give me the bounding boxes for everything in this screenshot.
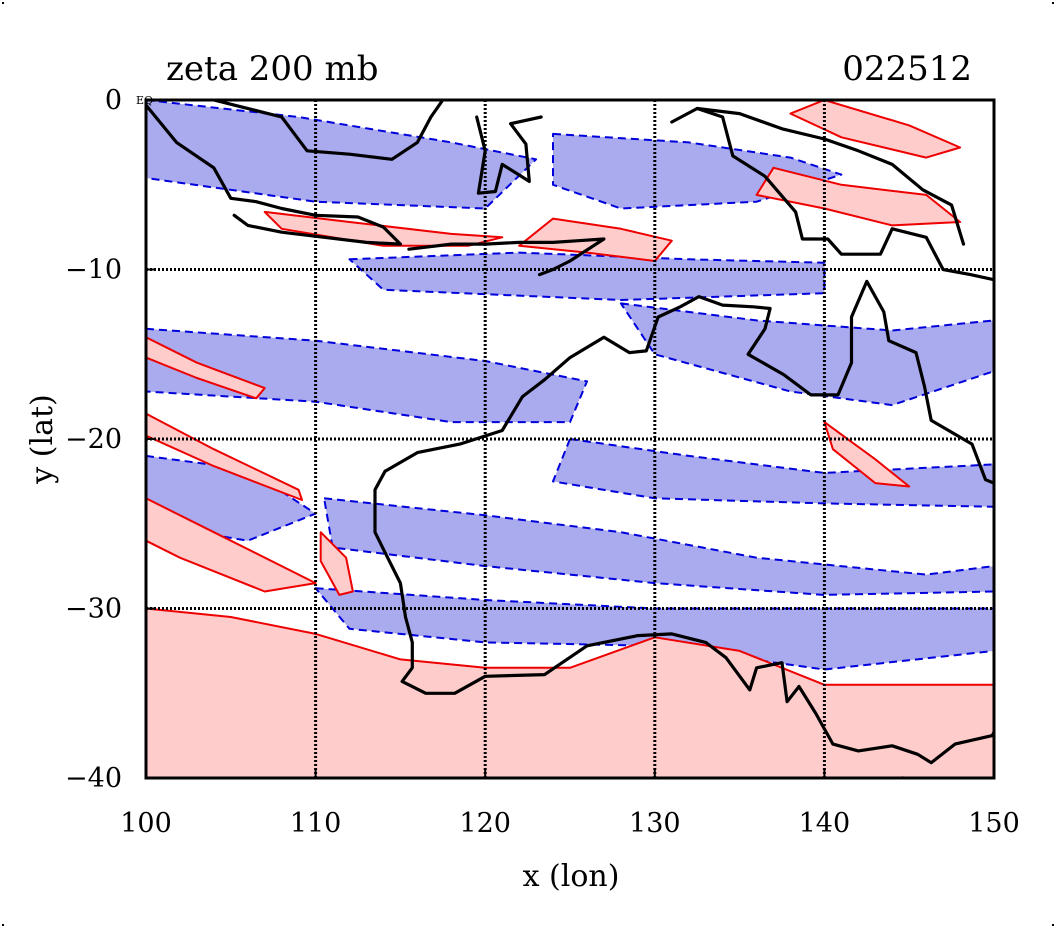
negative-region-band-arafura	[619, 302, 994, 407]
equator-label: EQ	[136, 94, 153, 107]
coastline-sumatra-java	[146, 103, 402, 246]
positive-region-west-streak-lower	[146, 412, 303, 501]
negative-region-band-20-23S	[552, 438, 994, 508]
gridlines	[146, 100, 994, 778]
coastline-lesser-sunda	[407, 237, 606, 277]
y-tick-label: −40	[65, 763, 122, 794]
positive-region-new-guinea-streak	[755, 166, 962, 227]
coastline-layer	[146, 100, 994, 778]
positive-region-west-streak-upper	[146, 336, 266, 400]
x-tick-label: 130	[629, 808, 681, 839]
coastline-new-guinea-north	[695, 106, 966, 246]
corner-mark	[1052, 2, 1054, 4]
coastline-borneo-sulawesi	[212, 100, 445, 161]
positive-region-small-cell-108-26	[319, 531, 354, 596]
negative-region-band-24-28S	[323, 497, 994, 596]
negative-region-band-13-19S-west	[146, 327, 588, 424]
x-tick-label: 100	[120, 808, 172, 839]
x-tick-label: 110	[290, 808, 342, 839]
positive-region-west-streak-south	[146, 497, 317, 593]
x-tick-label: 140	[799, 808, 851, 839]
positive-region-banda-streak	[789, 100, 962, 159]
coastline-new-guinea	[670, 106, 994, 282]
map-title: zeta 200 mb	[166, 49, 378, 89]
y-axis-label: y (lat)	[25, 394, 60, 484]
x-axis-label: x (lon)	[523, 859, 620, 894]
y-tick-label: −10	[65, 255, 122, 286]
coastline-sulawesi	[475, 115, 543, 195]
x-tick-label: 120	[459, 808, 511, 839]
y-tick-label: −30	[65, 594, 122, 625]
y-tick-label: 0	[105, 85, 122, 116]
x-tick-label: 150	[968, 808, 1020, 839]
coastline-tasmania	[900, 776, 905, 778]
map-timestamp: 022512	[842, 49, 972, 89]
y-tick-label: −20	[65, 424, 122, 455]
corner-mark	[1052, 924, 1054, 926]
coastline-australia-west-coast	[373, 469, 994, 765]
positive-region-southern-jet-band	[146, 607, 994, 778]
corner-mark	[2, 2, 4, 4]
negative-region-band-10S	[348, 251, 826, 301]
coastline-australia	[383, 279, 994, 485]
corner-mark	[2, 924, 4, 926]
positive-region-coral-sea-streak	[823, 421, 911, 488]
y-axis-ticks: 0 −10 −20 −30 −40	[65, 85, 156, 794]
x-axis-ticks: 100 110 120 130 140 150	[120, 768, 1020, 839]
